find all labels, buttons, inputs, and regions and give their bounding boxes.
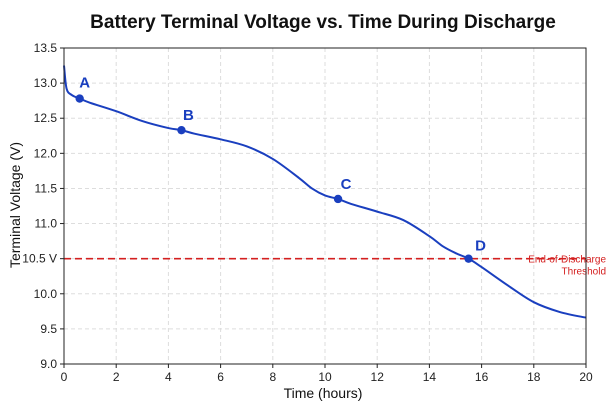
chart-title: Battery Terminal Voltage vs. Time During… (90, 12, 556, 33)
y-tick-label: 12.0 (34, 146, 58, 160)
y-tick-label: 9.0 (40, 357, 57, 371)
point-b-marker (177, 125, 186, 135)
threshold-label: End-of-Discharge (528, 255, 606, 266)
y-axis-label: Terminal Voltage (V) (7, 142, 23, 268)
x-tick-label: 4 (165, 370, 172, 384)
threshold-label: Threshold (562, 267, 606, 278)
y-tick-label: 11.5 (35, 181, 58, 195)
y-tick-label: 12.5 (34, 111, 58, 125)
x-tick-label: 0 (61, 370, 68, 384)
y-tick-label: 10.5 V (22, 252, 57, 266)
point-c-label: C (341, 176, 352, 193)
x-tick-label: 18 (527, 370, 541, 384)
point-d-marker (464, 254, 473, 263)
point-c-marker (333, 194, 343, 204)
points-group: A B C D (75, 75, 486, 263)
x-tick-label: 6 (217, 370, 224, 384)
point-b-label: B (183, 107, 194, 124)
point-a-marker (75, 94, 84, 103)
point-d-label: D (475, 238, 486, 255)
y-tick-label: 10.0 (34, 287, 58, 301)
x-tick-label: 16 (475, 370, 489, 384)
x-tick-label: 20 (579, 370, 593, 384)
x-tick-label: 10 (318, 370, 332, 384)
point-a-label: A (79, 75, 90, 92)
y-tick-label: 13.5 (34, 41, 58, 55)
x-axis-label: Time (hours) (284, 385, 363, 401)
grid (64, 48, 586, 364)
x-tick-label: 8 (269, 370, 276, 384)
x-tick-label: 2 (113, 370, 120, 384)
y-tick-label: 11.0 (35, 217, 58, 231)
x-tick-label: 14 (423, 370, 437, 384)
y-tick-label: 9.5 (40, 322, 57, 336)
y-tick-label: 13.0 (34, 76, 58, 90)
x-tick-label: 12 (371, 370, 385, 384)
tick-labels: 0 2 4 6 8 10 12 14 16 18 20 9.0 9.5 10.0 10.5 V 11.0 11.… (22, 41, 593, 384)
